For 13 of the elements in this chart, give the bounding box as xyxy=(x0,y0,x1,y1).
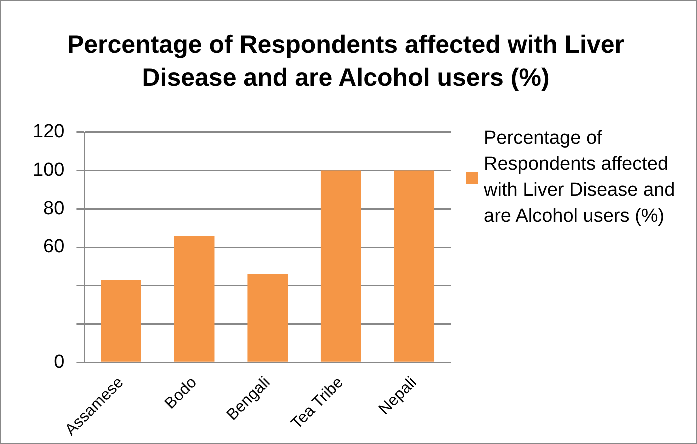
bar xyxy=(394,170,435,362)
bar xyxy=(248,274,288,362)
y-tick-label: 120 xyxy=(33,122,65,143)
bar xyxy=(174,236,215,362)
y-tick-label: 100 xyxy=(33,160,65,181)
y-tick-label: 80 xyxy=(44,198,65,220)
y-tick-label: 0 xyxy=(54,352,65,373)
x-tick-label: Tea Tribe xyxy=(288,374,348,433)
bar xyxy=(320,170,362,362)
chart-title: Percentage of Respondents affected with Liver Disease and are Alcohol users (%) xyxy=(66,30,626,94)
bar xyxy=(101,280,142,362)
y-tick-label: 60 xyxy=(44,236,65,258)
legend-label: Percentage of Respondents affected with Liver Disease and are Alcohol users (%) xyxy=(484,127,676,229)
